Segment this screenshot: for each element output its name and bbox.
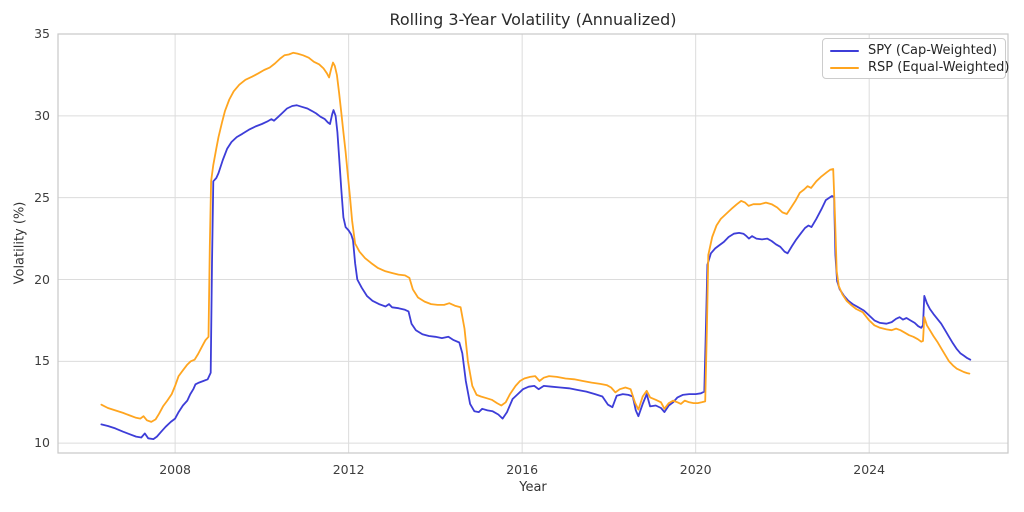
y-tick-label: 15: [34, 353, 50, 369]
legend-swatch-line: [830, 66, 859, 69]
y-tick-label: 30: [34, 107, 50, 123]
plot-border: [57, 33, 1009, 454]
x-tick-label: 2016: [506, 462, 539, 477]
chart-title: Rolling 3-Year Volatility (Annualized): [389, 10, 677, 29]
x-tick-label: 2020: [679, 462, 712, 477]
legend-label: RSP (Equal-Weighted): [868, 60, 1010, 75]
x-axis-label: Year: [519, 480, 547, 495]
legend-label: SPY (Cap-Weighted): [868, 43, 998, 58]
legend-item-spy: SPY (Cap-Weighted): [830, 42, 998, 59]
y-tick-label: 20: [34, 271, 50, 287]
x-tick-label: 2024: [853, 462, 886, 477]
legend-swatch-line: [830, 49, 859, 52]
series-line-rsp: [100, 51, 971, 423]
y-tick-label: 35: [34, 26, 50, 41]
x-tick-label: 2008: [159, 462, 192, 477]
legend: SPY (Cap-Weighted) RSP (Equal-Weighted): [822, 38, 1009, 79]
y-tick-label: 25: [34, 189, 50, 205]
y-tick-label: 10: [34, 435, 50, 451]
legend-item-rsp: RSP (Equal-Weighted): [830, 59, 1009, 76]
x-tick-label: 2012: [332, 462, 365, 477]
series-line-spy: [100, 104, 972, 440]
